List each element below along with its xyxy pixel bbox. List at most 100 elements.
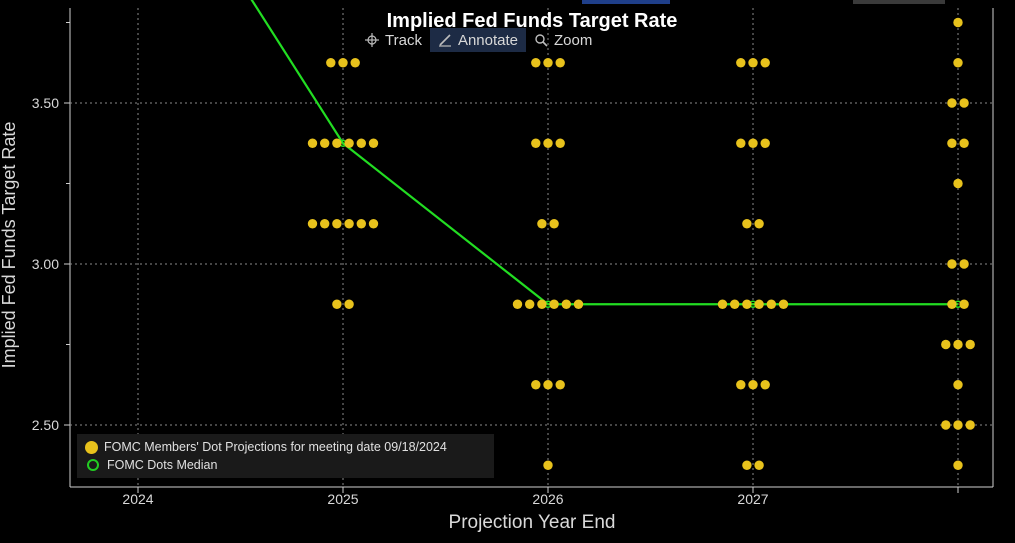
- dot-projection: [736, 138, 746, 148]
- dot-projection: [332, 299, 342, 309]
- dot-projection: [736, 58, 746, 68]
- dot-projection: [736, 380, 746, 390]
- chart-legend: FOMC Members' Dot Projections for meetin…: [77, 434, 494, 478]
- dot-projection: [320, 138, 330, 148]
- dot-projection: [356, 138, 366, 148]
- dot-projection: [947, 138, 957, 148]
- dot-layer: [307, 17, 975, 470]
- dot-projection: [326, 58, 336, 68]
- dot-projection: [778, 299, 789, 309]
- dot-projection: [549, 219, 559, 229]
- dot-projection: [760, 58, 770, 68]
- dot-projection: [344, 138, 354, 148]
- dot-projection: [555, 138, 565, 148]
- dot-projection: [717, 299, 728, 309]
- legend-item-median[interactable]: FOMC Dots Median: [85, 458, 217, 472]
- chart-title: Implied Fed Funds Target Rate: [387, 10, 678, 32]
- dot-projection: [959, 138, 969, 148]
- dot-projection: [754, 460, 764, 470]
- legend-label-median: FOMC Dots Median: [107, 458, 218, 472]
- dot-projection: [965, 420, 975, 430]
- track-label: Track: [385, 31, 422, 49]
- dot-projection: [959, 299, 969, 309]
- y-axis-title: Implied Fed Funds Target Rate: [0, 122, 19, 369]
- pencil-icon: [438, 34, 451, 47]
- dot-projection: [543, 460, 553, 470]
- dot-projection: [947, 259, 957, 269]
- dot-projection: [959, 98, 969, 108]
- dot-projection: [344, 299, 354, 309]
- dot-projection: [959, 259, 969, 269]
- dot-projection: [537, 299, 547, 309]
- dot-projection: [531, 138, 541, 148]
- dot-projection: [953, 17, 963, 28]
- dot-projection: [531, 58, 541, 68]
- grid-layer: [70, 8, 993, 487]
- x-axis-title: Projection Year End: [449, 512, 616, 533]
- dot-projection: [307, 138, 318, 148]
- dot-projection: [941, 339, 951, 350]
- dot-projection: [760, 138, 770, 148]
- dot-projection: [748, 58, 758, 68]
- dot-projection: [338, 58, 348, 68]
- dot-projection: [748, 380, 758, 390]
- zoom-label: Zoom: [554, 31, 593, 49]
- dot-projection: [766, 299, 776, 309]
- x-tick-label: 2026: [532, 491, 563, 507]
- dot-projection: [555, 58, 565, 68]
- magnifier-icon: [535, 34, 548, 47]
- dot-projection: [344, 219, 354, 229]
- x-tick-label: 2027: [737, 491, 768, 507]
- dot-projection: [356, 219, 366, 229]
- dot-projection: [953, 420, 963, 430]
- x-tick-label: 2025: [327, 491, 358, 507]
- legend-item-dots[interactable]: FOMC Members' Dot Projections for meetin…: [85, 440, 447, 454]
- dot-projection: [742, 299, 752, 309]
- dot-projection: [947, 299, 957, 309]
- dot-projection: [549, 299, 559, 309]
- track-button[interactable]: Track: [357, 28, 430, 52]
- annotate-button[interactable]: Annotate: [429, 28, 527, 52]
- dot-projection: [332, 219, 342, 229]
- chart-toolbar: Track Annotate Zoom: [357, 28, 600, 52]
- y-tick-label: 3.00: [32, 256, 59, 272]
- dot-projection: [573, 299, 584, 309]
- dot-projection: [537, 219, 547, 229]
- y-tick-label: 3.50: [32, 95, 59, 111]
- dot-projection: [320, 219, 330, 229]
- dot-projection: [947, 98, 957, 108]
- window-tab-strip-2: [853, 0, 945, 4]
- dot-projection: [953, 339, 963, 350]
- dot-projection: [754, 299, 764, 309]
- dot-projection: [368, 138, 379, 148]
- dot-projection: [543, 380, 553, 390]
- dot-projection: [742, 219, 752, 229]
- dot-projection: [953, 460, 963, 470]
- dot-projection: [555, 380, 565, 390]
- crosshair-icon: [365, 33, 379, 47]
- window-tab-strip: [582, 0, 670, 4]
- annotate-label: Annotate: [457, 31, 519, 49]
- dot-projection: [525, 299, 535, 309]
- dot-projection: [512, 299, 523, 309]
- legend-ring-swatch: [87, 459, 99, 471]
- zoom-button[interactable]: Zoom: [526, 28, 600, 52]
- dot-projection: [941, 420, 951, 430]
- tick-layer: 2.503.003.504.004.505.002024202520262027: [32, 22, 959, 507]
- legend-label-dots: FOMC Members' Dot Projections for meetin…: [104, 440, 447, 454]
- dot-projection: [965, 339, 975, 350]
- dot-projection: [543, 138, 553, 148]
- dot-projection: [332, 138, 342, 148]
- dot-projection: [953, 380, 963, 390]
- dot-projection: [754, 219, 764, 229]
- dot-projection: [760, 380, 770, 390]
- dot-projection: [742, 460, 752, 470]
- dot-projection: [350, 58, 360, 68]
- dot-projection: [368, 219, 379, 229]
- legend-dot-swatch: [85, 440, 98, 454]
- dot-projection: [307, 219, 318, 229]
- dot-projection: [531, 380, 541, 390]
- x-tick-label: 2024: [122, 491, 153, 507]
- dot-projection: [748, 138, 758, 148]
- median-line: [250, 0, 958, 306]
